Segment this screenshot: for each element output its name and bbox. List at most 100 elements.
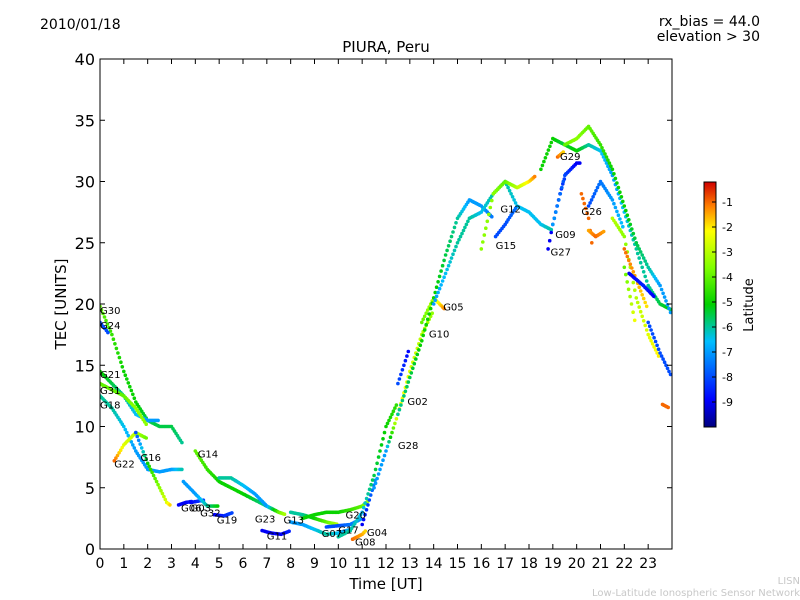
series-g32 xyxy=(181,479,220,508)
tec-point xyxy=(282,512,287,516)
tec-point xyxy=(658,283,662,288)
tec-point xyxy=(373,467,378,472)
tec-point xyxy=(631,231,636,236)
tec-point xyxy=(117,355,122,360)
tec-point xyxy=(457,237,461,242)
tec-point xyxy=(452,225,457,230)
tec-point xyxy=(615,209,619,214)
tec-point xyxy=(160,491,165,496)
tec-point xyxy=(613,205,618,210)
tec-point xyxy=(546,247,550,251)
tec-point xyxy=(664,299,668,303)
tec-point xyxy=(449,256,454,260)
tec-point xyxy=(627,258,631,263)
tec-point xyxy=(111,337,116,342)
tec-point xyxy=(393,421,397,426)
tec-point xyxy=(128,384,132,389)
tec-point xyxy=(561,150,566,154)
tec-point xyxy=(481,240,485,244)
tec-point xyxy=(363,529,368,533)
tec-point xyxy=(399,403,403,407)
tec-point xyxy=(436,290,440,295)
y-tick-label: 40 xyxy=(75,50,95,69)
tec-point xyxy=(638,260,643,265)
tec-point xyxy=(156,418,160,423)
tec-point xyxy=(125,377,129,381)
series-g20 xyxy=(300,499,370,521)
x-tick-label: 8 xyxy=(286,556,295,572)
sat-label-g30: G30 xyxy=(100,306,120,317)
credit-long: Low-Latitude Ionospheric Sensor Network xyxy=(592,588,800,599)
tec-point xyxy=(364,496,369,501)
tec-point xyxy=(628,222,633,227)
tec-point xyxy=(396,412,400,417)
tec-point xyxy=(635,251,640,256)
colorbar-tick-label: -2 xyxy=(722,221,733,234)
tec-point xyxy=(406,349,411,354)
tec-point xyxy=(408,375,412,380)
tec-point xyxy=(585,211,589,216)
tec-point xyxy=(115,453,120,458)
tec-point xyxy=(627,218,631,222)
tec-point xyxy=(547,238,552,243)
tec-point xyxy=(622,265,627,270)
tec-point xyxy=(543,156,548,160)
tec-point xyxy=(446,263,451,268)
tec-point xyxy=(637,247,641,251)
series-g10 xyxy=(396,349,411,386)
tec-point xyxy=(425,317,430,322)
y-ticks: 0 5 10 15 20 25 30 35 40 xyxy=(75,50,672,559)
tec-point xyxy=(396,381,400,386)
tec-point xyxy=(668,372,672,377)
tec-point xyxy=(162,494,166,499)
series-g15b xyxy=(493,206,518,239)
tec-point xyxy=(382,430,387,435)
tec-point xyxy=(638,289,643,293)
tec-point xyxy=(601,229,606,234)
tec-point xyxy=(635,244,640,248)
tec-point xyxy=(631,280,636,285)
tec-point xyxy=(638,250,643,254)
date-label: 2010/01/18 xyxy=(40,17,121,33)
series-g25 xyxy=(586,179,625,229)
x-tick-label: 5 xyxy=(215,556,224,572)
tec-point xyxy=(461,228,466,233)
tec-point xyxy=(641,319,646,323)
tec-point xyxy=(131,443,135,447)
x-tick-label: 6 xyxy=(239,556,248,572)
tec-point xyxy=(159,488,163,493)
tec-point xyxy=(156,482,160,487)
x-tick-label: 21 xyxy=(592,556,610,572)
tec-point xyxy=(622,204,627,208)
tec-point xyxy=(466,219,470,224)
tec-point xyxy=(640,253,644,257)
tec-point xyxy=(604,155,609,159)
y-tick-label: 15 xyxy=(75,356,95,375)
tec-point xyxy=(117,451,121,455)
tec-point xyxy=(510,195,515,199)
sat-label-g11: G11 xyxy=(267,532,287,543)
tec-point xyxy=(590,241,594,245)
tec-point xyxy=(640,314,644,319)
tec-point xyxy=(588,201,592,205)
sat-label-g05: G05 xyxy=(443,302,463,313)
tec-point xyxy=(385,444,390,449)
tec-point xyxy=(487,212,491,217)
tec-point xyxy=(616,185,621,190)
tec-point xyxy=(442,306,446,311)
tec-point xyxy=(625,213,630,217)
series-layer xyxy=(100,124,672,541)
tec-point xyxy=(643,323,647,328)
tec-point xyxy=(546,148,551,152)
colorbar-tick-label: -6 xyxy=(722,321,733,334)
y-tick-label: 30 xyxy=(75,173,95,192)
tec-point xyxy=(445,267,449,272)
tec-point xyxy=(666,405,670,410)
y-tick-label: 10 xyxy=(75,418,95,437)
tec-point xyxy=(132,396,137,401)
tec-point xyxy=(624,242,628,247)
tec-point xyxy=(451,252,455,256)
tec-point xyxy=(400,398,405,403)
tec-point xyxy=(532,174,537,179)
tec-point xyxy=(641,296,646,301)
